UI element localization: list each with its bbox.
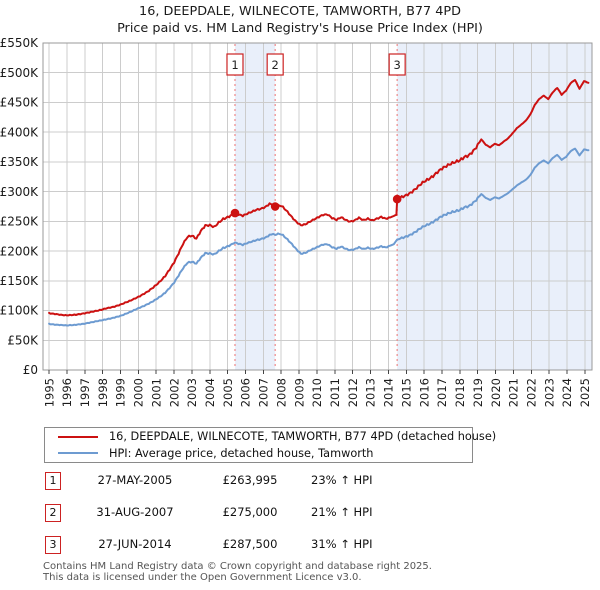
transaction-number-badge: 3 [45, 536, 61, 554]
svg-text:£100K: £100K [0, 304, 39, 318]
transaction-price: £263,995 [222, 473, 278, 487]
transaction-hpi-delta: 21% ↑ HPI [311, 505, 373, 519]
transaction-number-badge: 1 [45, 472, 61, 490]
license-footer-line2: This data is licensed under the Open Gov… [43, 572, 362, 583]
svg-text:2023: 2023 [542, 378, 556, 407]
svg-text:£550K: £550K [0, 36, 39, 50]
svg-text:2018: 2018 [453, 378, 467, 407]
svg-text:2012: 2012 [346, 378, 360, 407]
transaction-row: 2 31-AUG-2007 £275,000 21% ↑ HPI [0, 504, 600, 522]
svg-text:2001: 2001 [149, 378, 163, 407]
shaded-span [234, 43, 276, 370]
svg-text:3: 3 [393, 58, 400, 72]
svg-text:2020: 2020 [489, 378, 503, 407]
price-line [48, 79, 590, 317]
svg-text:2024: 2024 [560, 378, 574, 407]
sale-number-flags: 1 2 3 [226, 53, 406, 76]
svg-text:£350K: £350K [0, 155, 39, 169]
svg-text:2015: 2015 [399, 378, 413, 407]
chart-legend: 16, DEEPDALE, WILNECOTE, TAMWORTH, B77 4… [44, 427, 496, 463]
price-lines [48, 79, 590, 327]
blue-line-swatch [58, 452, 98, 455]
svg-text:2021: 2021 [507, 378, 521, 407]
svg-text:£0: £0 [23, 363, 38, 377]
svg-text:£250K: £250K [0, 215, 39, 229]
transaction-date: 27-MAY-2005 [97, 473, 173, 487]
shaded-date-spans [234, 43, 592, 370]
svg-text:2007: 2007 [257, 378, 271, 407]
transaction-hpi-delta: 31% ↑ HPI [311, 537, 373, 551]
svg-text:1998: 1998 [96, 378, 110, 407]
license-footer-line1: Contains HM Land Registry data © Crown c… [43, 561, 432, 572]
svg-text:£200K: £200K [0, 244, 39, 258]
sale-dot [392, 194, 402, 204]
svg-text:£50K: £50K [7, 333, 39, 347]
sale-dot [270, 202, 280, 211]
red-line-swatch [58, 435, 98, 438]
svg-text:2004: 2004 [203, 378, 217, 407]
svg-text:2006: 2006 [239, 378, 253, 407]
svg-text:1997: 1997 [78, 378, 92, 407]
svg-text:2000: 2000 [132, 378, 146, 407]
legend-row-property: 16, DEEPDALE, WILNECOTE, TAMWORTH, B77 4… [45, 429, 496, 445]
price-history-chart: 16, DEEPDALE, WILNECOTE, TAMWORTH, B77 4… [0, 4, 593, 407]
plot-frame [42, 42, 593, 371]
transaction-date: 27-JUN-2014 [98, 537, 172, 551]
svg-text:1999: 1999 [114, 378, 128, 407]
svg-text:1995: 1995 [42, 378, 56, 407]
svg-text:2010: 2010 [310, 378, 324, 407]
transaction-row: 3 27-JUN-2014 £287,500 31% ↑ HPI [0, 536, 600, 554]
svg-text:2009: 2009 [292, 378, 306, 407]
sale-dot [230, 208, 240, 218]
svg-text:£150K: £150K [0, 274, 39, 288]
svg-text:2017: 2017 [435, 378, 449, 407]
shaded-span [397, 43, 592, 370]
svg-text:2014: 2014 [382, 378, 396, 407]
svg-text:2005: 2005 [221, 378, 235, 407]
chart-title: 16, DEEPDALE, WILNECOTE, TAMWORTH, B77 4… [139, 4, 461, 19]
legend-row-hpi: HPI: Average price, detached house, Tamw… [45, 445, 472, 461]
svg-text:2019: 2019 [471, 378, 485, 407]
svg-text:£500K: £500K [0, 66, 39, 80]
sale-dashed-lines [234, 44, 398, 369]
svg-text:2022: 2022 [524, 378, 538, 407]
chart-subtitle: Price paid vs. HM Land Registry's House … [117, 21, 483, 36]
svg-text:2003: 2003 [185, 378, 199, 407]
svg-text:£450K: £450K [0, 96, 39, 110]
sale-point-dots [230, 194, 402, 218]
legend-label-property: 16, DEEPDALE, WILNECOTE, TAMWORTH, B77 4… [109, 430, 497, 444]
svg-text:2016: 2016 [417, 378, 431, 407]
legend-label-hpi: HPI: Average price, detached house, Tamw… [109, 446, 374, 460]
svg-text:2: 2 [272, 58, 279, 72]
svg-text:2025: 2025 [578, 378, 592, 407]
transaction-date: 31-AUG-2007 [96, 505, 174, 519]
svg-text:1: 1 [231, 58, 238, 72]
transaction-number-badge: 2 [45, 504, 61, 522]
axis-tick-labels: £0 £50K £100K £150K £200K £250K £300K £350K £400… [0, 36, 592, 407]
chart-gridlines [43, 42, 592, 371]
svg-text:2002: 2002 [167, 378, 181, 407]
svg-text:£400K: £400K [0, 125, 39, 139]
svg-text:2011: 2011 [328, 378, 342, 407]
svg-text:1996: 1996 [60, 378, 74, 407]
svg-text:2008: 2008 [274, 378, 288, 407]
price-line [48, 147, 590, 327]
svg-text:£300K: £300K [0, 185, 39, 199]
transaction-hpi-delta: 23% ↑ HPI [311, 473, 373, 487]
transaction-row: 1 27-MAY-2005 £263,995 23% ↑ HPI [0, 472, 600, 490]
transaction-price: £287,500 [222, 537, 278, 551]
transaction-price: £275,000 [222, 505, 278, 519]
svg-text:2013: 2013 [364, 378, 378, 407]
